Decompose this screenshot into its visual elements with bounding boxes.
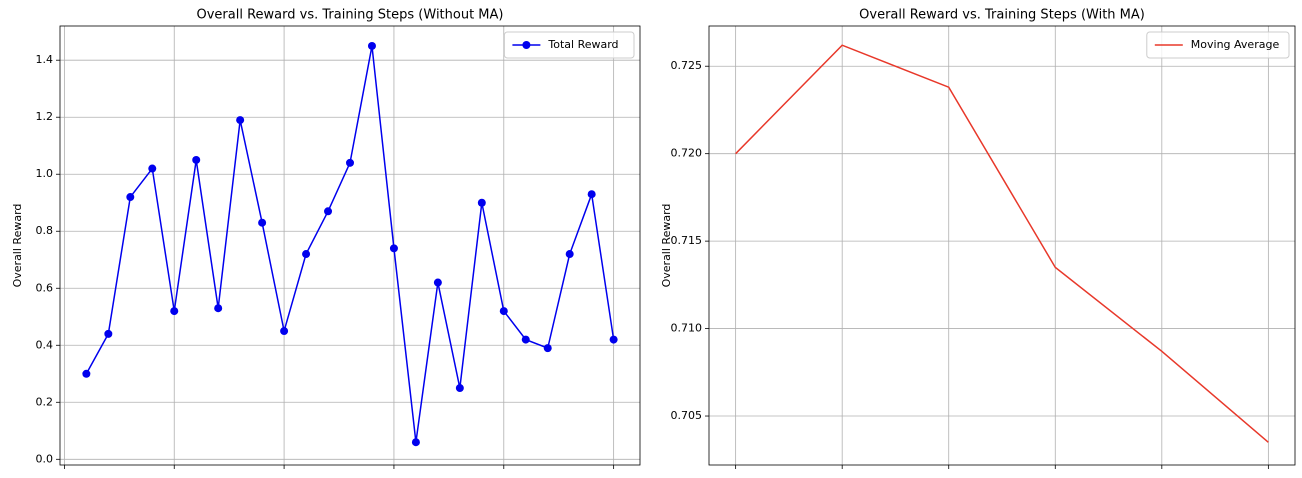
data-point: [346, 158, 354, 167]
data-point: [477, 198, 486, 207]
legend-box: [503, 31, 635, 59]
legend-marker: [522, 41, 531, 49]
y-tick-label: 0.6: [36, 281, 54, 294]
y-axis-label: Overall Reward: [660, 204, 673, 288]
data-point: [302, 250, 311, 259]
y-tick-label: 0.0: [36, 452, 54, 465]
data-point: [170, 307, 179, 316]
data-line: [85, 45, 615, 443]
data-point: [565, 250, 574, 259]
plot-frame: [708, 25, 1296, 466]
legend-label: Moving Average: [1191, 38, 1280, 51]
data-point: [280, 327, 289, 336]
data-point: [455, 384, 464, 393]
chart: Overall Reward vs. Training Steps (Witho…: [11, 8, 641, 469]
data-point: [367, 41, 376, 50]
legend-label: Total Reward: [547, 38, 618, 51]
data-point: [411, 438, 420, 447]
y-tick-label: 0.8: [36, 224, 54, 237]
plot-frame: [59, 25, 641, 466]
y-tick-label: 1.0: [36, 167, 54, 180]
data-point: [82, 369, 91, 378]
data-point: [324, 207, 333, 216]
chart-title: Overall Reward vs. Training Steps (Witho…: [197, 8, 504, 23]
data-line: [735, 44, 1269, 443]
data-point: [104, 329, 113, 338]
y-tick-label: 0.715: [671, 234, 703, 247]
y-tick-label: 1.4: [36, 53, 54, 66]
data-point: [258, 218, 267, 227]
y-tick-label: 0.725: [671, 59, 703, 72]
legend-box: [1146, 31, 1290, 59]
data-point: [433, 278, 442, 287]
y-tick-label: 0.4: [36, 338, 54, 351]
data-point: [126, 193, 135, 202]
y-tick-label: 0.710: [671, 322, 703, 335]
chart: Overall Reward vs. Training Steps (With …: [660, 8, 1296, 469]
data-point: [148, 164, 157, 173]
y-tick-label: 0.720: [671, 147, 703, 160]
y-tick-label: 0.2: [36, 395, 54, 408]
data-point: [389, 244, 398, 253]
y-tick-label: 1.2: [36, 110, 54, 123]
data-point: [499, 307, 508, 316]
data-point: [236, 116, 245, 125]
data-point: [543, 344, 552, 353]
y-tick-label: 0.705: [671, 409, 703, 422]
data-point: [587, 190, 596, 199]
data-point: [214, 304, 223, 313]
data-point: [192, 155, 201, 164]
y-axis-label: Overall Reward: [11, 204, 24, 288]
data-point: [521, 335, 530, 344]
chart-title: Overall Reward vs. Training Steps (With …: [859, 8, 1145, 23]
data-point: [609, 335, 618, 344]
